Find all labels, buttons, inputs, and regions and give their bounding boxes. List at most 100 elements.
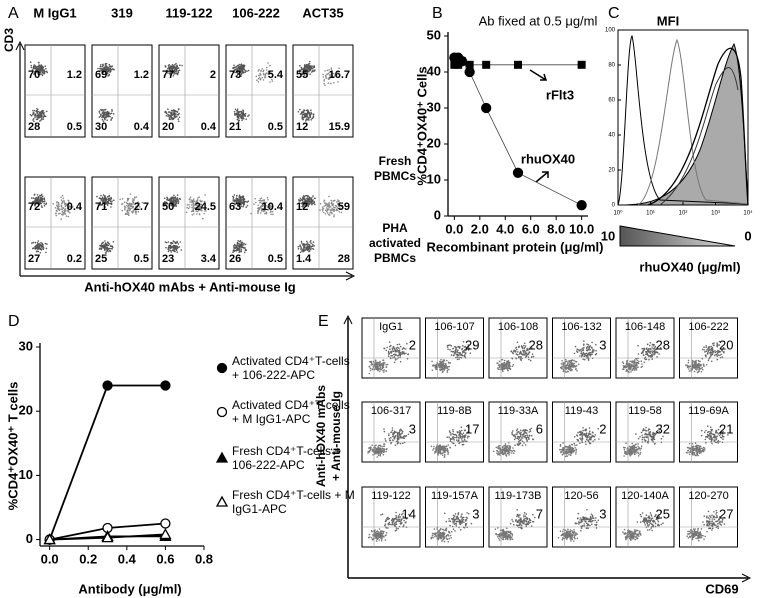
- cell-dot: [56, 210, 58, 212]
- quadrant-percent: 55: [296, 69, 308, 81]
- cell-dot: [337, 81, 339, 83]
- cell-dot: [379, 448, 381, 451]
- cell-dot: [522, 435, 524, 437]
- cell-dot: [523, 342, 526, 345]
- cell-dot: [176, 111, 179, 113]
- cell-dot: [173, 194, 175, 197]
- cell-dot: [431, 360, 433, 363]
- cell-dot: [637, 449, 639, 451]
- cell-dot: [587, 348, 589, 351]
- cell-dot: [132, 210, 134, 213]
- cell-dot: [687, 361, 690, 364]
- cell-dot: [172, 240, 175, 242]
- cell-dot: [99, 204, 102, 206]
- cell-dot: [242, 110, 245, 112]
- cell-dot: [519, 442, 522, 445]
- cell-dot: [112, 241, 115, 243]
- cell-dot: [104, 242, 107, 244]
- cell-dot: [331, 207, 333, 210]
- cell-dot: [323, 199, 326, 202]
- cell-dot: [171, 202, 174, 205]
- cell-dot: [121, 203, 124, 205]
- cell-dot: [34, 67, 37, 70]
- cell-dot: [503, 359, 506, 362]
- cell-dot: [498, 360, 501, 363]
- cell-dot: [442, 447, 445, 449]
- cell-dot: [695, 368, 697, 370]
- cell-dot: [67, 200, 70, 202]
- cell-dot: [503, 447, 505, 449]
- cell-dot: [266, 66, 268, 69]
- cell-dot: [517, 354, 519, 356]
- cell-dot: [177, 114, 180, 116]
- cell-dot: [441, 364, 443, 367]
- percent-label: 20: [719, 337, 733, 352]
- quadrant-percent: 15.9: [329, 121, 350, 133]
- cell-dot: [242, 67, 244, 70]
- cell-dot: [237, 121, 240, 123]
- cell-dot: [568, 451, 571, 453]
- quadrant-percent: 26: [229, 253, 241, 265]
- cell-dot: [32, 247, 34, 249]
- cell-dot: [399, 354, 402, 357]
- cell-dot: [253, 203, 255, 205]
- cell-dot: [267, 73, 270, 76]
- cell-dot: [164, 241, 167, 243]
- cell-dot: [705, 355, 707, 358]
- quadrant-percent: 0.5: [67, 121, 82, 133]
- cell-dot: [525, 436, 528, 439]
- cell-dot: [449, 344, 451, 346]
- cell-dot: [175, 202, 177, 204]
- cell-dot: [594, 438, 596, 441]
- cell-dot: [713, 342, 715, 344]
- cell-dot: [134, 197, 136, 199]
- percent-label: 28: [529, 337, 543, 352]
- cell-dot: [441, 454, 444, 457]
- cell-dot: [390, 350, 392, 353]
- cell-dot: [257, 81, 260, 83]
- cell-dot: [105, 201, 108, 204]
- cell-dot: [168, 118, 171, 120]
- cell-dot: [375, 444, 377, 447]
- cell-dot: [271, 210, 274, 213]
- cell-dot: [98, 116, 101, 118]
- cell-dot: [623, 448, 626, 451]
- cell-dot: [41, 111, 43, 113]
- cell-dot: [111, 200, 113, 202]
- panel-label: B: [432, 5, 443, 22]
- cell-dot: [381, 450, 384, 453]
- cell-dot: [269, 81, 271, 83]
- cell-dot: [403, 353, 406, 355]
- cell-dot: [263, 207, 266, 210]
- cell-dot: [375, 366, 377, 368]
- cell-dot: [588, 345, 591, 348]
- cell-dot: [567, 368, 570, 371]
- cell-dot: [439, 447, 442, 449]
- cell-dot: [589, 430, 591, 433]
- cell-dot: [397, 438, 400, 441]
- cell-dot: [528, 434, 531, 437]
- cell-dot: [240, 243, 242, 246]
- cell-dot: [299, 72, 302, 75]
- histogram: [637, 38, 749, 206]
- cell-dot: [391, 429, 394, 432]
- cell-dot: [579, 434, 581, 436]
- cell-dot: [509, 446, 512, 448]
- cell-dot: [504, 367, 507, 370]
- cell-dot: [126, 211, 128, 213]
- cell-dot: [652, 437, 654, 440]
- cell-dot: [261, 76, 264, 79]
- cell-dot: [447, 453, 449, 455]
- cell-dot: [31, 203, 33, 205]
- cell-dot: [584, 434, 587, 436]
- cell-dot: [119, 198, 121, 201]
- cell-dot: [585, 443, 587, 446]
- cell-dot: [528, 438, 530, 440]
- cell-dot: [634, 453, 636, 456]
- cell-dot: [196, 208, 198, 210]
- cell-dot: [405, 348, 407, 350]
- cell-dot: [240, 250, 243, 253]
- cell-dot: [625, 442, 627, 445]
- cell-dot: [299, 108, 301, 111]
- cell-dot: [572, 447, 575, 450]
